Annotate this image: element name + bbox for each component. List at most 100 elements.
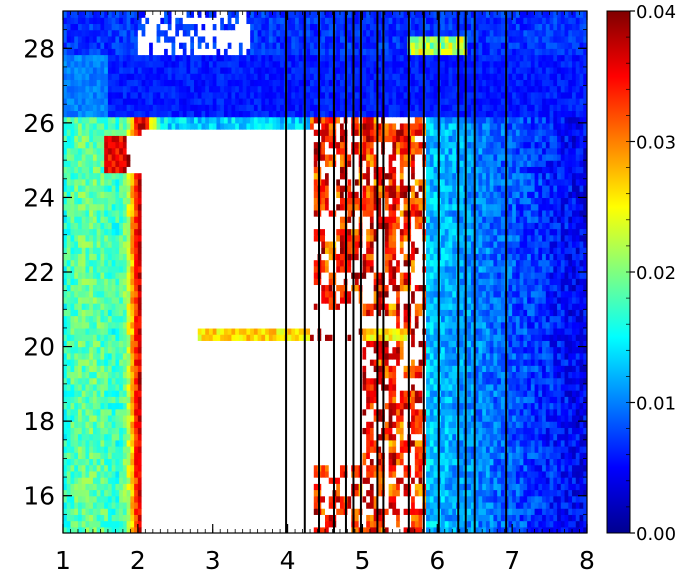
heat-cell bbox=[227, 365, 233, 373]
heat-cell bbox=[208, 508, 214, 515]
heat-cell bbox=[384, 452, 390, 460]
heat-cell bbox=[145, 439, 150, 447]
heat-cell bbox=[470, 520, 476, 528]
heat-cell bbox=[306, 390, 311, 397]
heat-cell bbox=[295, 501, 300, 509]
heat-cell bbox=[276, 309, 281, 317]
heat-cell bbox=[564, 452, 569, 460]
heat-cell bbox=[160, 501, 165, 509]
heat-cell bbox=[261, 327, 266, 335]
heat-cell bbox=[107, 315, 113, 323]
heat-cell bbox=[205, 477, 210, 484]
heat-cell bbox=[542, 501, 547, 509]
heat-cell bbox=[313, 383, 319, 391]
heat-cell bbox=[253, 526, 259, 533]
heat-cell bbox=[347, 495, 352, 503]
heat-cell bbox=[396, 377, 401, 385]
heat-cell bbox=[212, 396, 218, 404]
heat-cell bbox=[459, 321, 465, 329]
heat-cell bbox=[392, 452, 397, 460]
heat-cell bbox=[115, 414, 120, 422]
heat-cell bbox=[152, 352, 158, 360]
heat-cell bbox=[175, 421, 180, 428]
heat-cell bbox=[549, 526, 554, 533]
heat-cell bbox=[261, 402, 266, 410]
heat-cell bbox=[523, 514, 528, 522]
heat-cell bbox=[485, 402, 491, 410]
heat-cell bbox=[411, 359, 416, 366]
heat-cell bbox=[149, 483, 154, 491]
heat-cell bbox=[160, 334, 165, 341]
heat-cell bbox=[534, 508, 539, 515]
heat-cell bbox=[276, 452, 281, 460]
heat-cell bbox=[130, 340, 135, 348]
heat-cell bbox=[545, 321, 551, 329]
heat-cell bbox=[542, 396, 547, 404]
heat-cell bbox=[452, 327, 457, 335]
heat-cell bbox=[459, 514, 465, 522]
heat-cell bbox=[137, 520, 143, 528]
heat-cell bbox=[523, 508, 528, 515]
heat-cell bbox=[246, 383, 251, 391]
heat-cell bbox=[216, 359, 221, 366]
heat-cell bbox=[216, 439, 221, 447]
heat-cell bbox=[527, 383, 532, 391]
heat-cell bbox=[220, 340, 225, 348]
heat-cell bbox=[310, 315, 315, 323]
heat-cell bbox=[295, 427, 300, 435]
heat-cell bbox=[77, 352, 83, 360]
heat-cell bbox=[482, 508, 487, 515]
heat-cell bbox=[497, 352, 502, 360]
heat-cell bbox=[201, 489, 206, 497]
heat-cell bbox=[575, 408, 581, 416]
heat-cell bbox=[220, 365, 225, 373]
heat-cell bbox=[579, 359, 584, 366]
heat-cell bbox=[560, 495, 566, 503]
heat-cell bbox=[74, 421, 79, 428]
heat-cell bbox=[186, 334, 191, 341]
heat-cell bbox=[399, 464, 405, 472]
heat-cell bbox=[287, 464, 292, 472]
heat-cell bbox=[212, 464, 218, 472]
heat-cell bbox=[268, 383, 274, 391]
heat-cell bbox=[164, 327, 169, 335]
heat-cell bbox=[470, 390, 476, 397]
heat-cell bbox=[194, 464, 199, 472]
heat-cell bbox=[111, 340, 116, 348]
heat-cell bbox=[310, 421, 315, 428]
heat-cell bbox=[130, 377, 135, 385]
heat-cell bbox=[115, 396, 120, 404]
heat-cell bbox=[403, 514, 408, 522]
heat-cell bbox=[74, 340, 79, 348]
heat-cell bbox=[478, 508, 483, 515]
heat-cell bbox=[175, 470, 180, 478]
heat-cell bbox=[575, 414, 581, 422]
heat-cell bbox=[508, 446, 513, 453]
heat-cell bbox=[205, 352, 210, 360]
heat-cell bbox=[530, 446, 536, 453]
heat-cell bbox=[313, 421, 319, 428]
heat-cell bbox=[156, 514, 161, 522]
heat-cell bbox=[568, 371, 573, 379]
heat-cell bbox=[328, 439, 334, 447]
heat-cell bbox=[579, 371, 584, 379]
heat-cell bbox=[572, 501, 577, 509]
heat-cell bbox=[66, 458, 72, 466]
heat-cell bbox=[104, 446, 109, 453]
heat-cell bbox=[325, 334, 330, 341]
heat-cell bbox=[134, 458, 139, 466]
heat-cell bbox=[377, 383, 382, 391]
heat-cell bbox=[354, 508, 360, 515]
heat-cell bbox=[287, 414, 292, 422]
heat-cell bbox=[489, 501, 495, 509]
heat-cell bbox=[485, 470, 491, 478]
heat-cell bbox=[167, 408, 173, 416]
heat-cell bbox=[287, 477, 292, 484]
heat-cell bbox=[156, 315, 161, 323]
heat-cell bbox=[149, 439, 154, 447]
heat-cell bbox=[538, 470, 543, 478]
heat-cell bbox=[366, 414, 371, 422]
heat-cell bbox=[115, 446, 120, 453]
heat-cell bbox=[190, 501, 195, 509]
heat-cell bbox=[557, 514, 562, 522]
